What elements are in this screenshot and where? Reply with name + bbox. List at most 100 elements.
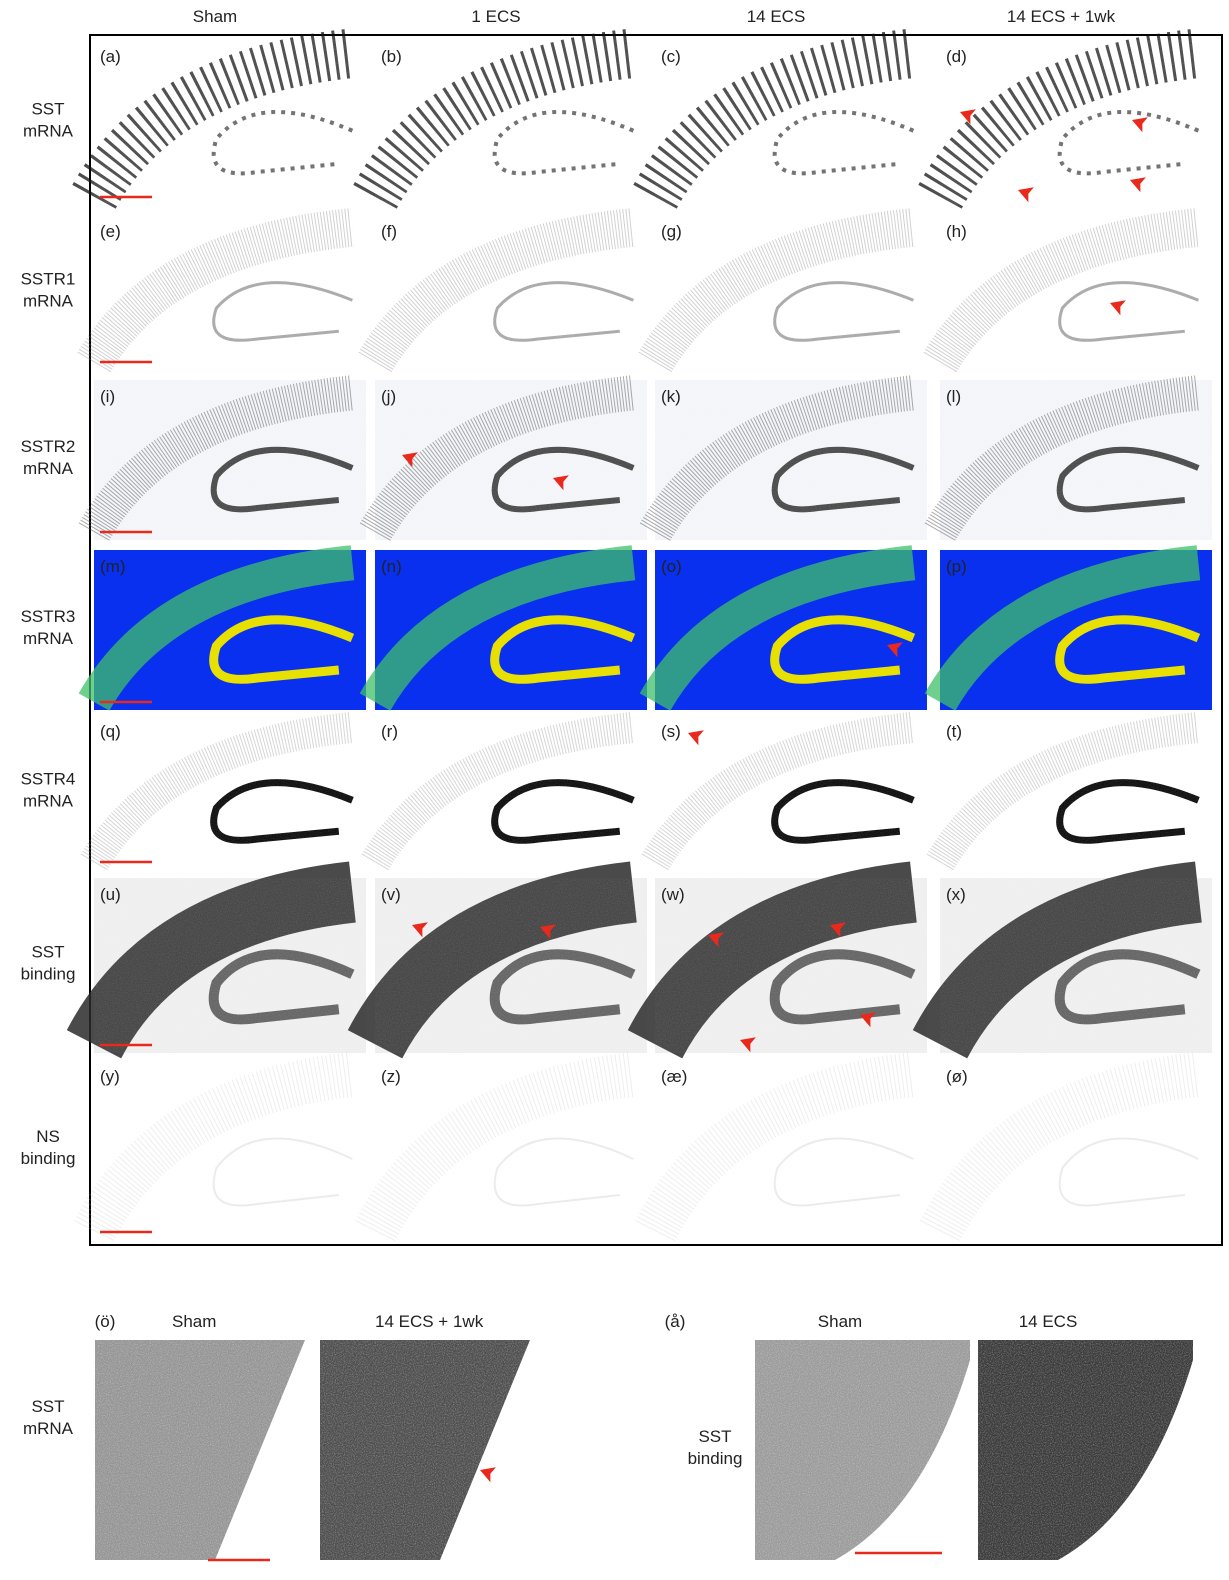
grain bbox=[940, 715, 1212, 870]
panel-letter: (k) bbox=[661, 387, 681, 406]
inset-row-label: mRNA bbox=[23, 1419, 74, 1438]
inset-micrograph bbox=[978, 1340, 1193, 1560]
micrograph: (g) bbox=[655, 215, 927, 370]
panel-letter: (q) bbox=[100, 722, 121, 741]
figure: Sham 1 ECS 14 ECS 14 ECS + 1wk SST mRNA (a) (b)… bbox=[0, 0, 1229, 1575]
grain bbox=[655, 1060, 927, 1240]
row-label: SST bbox=[31, 943, 64, 962]
micrograph: (x) bbox=[940, 878, 1212, 1053]
panel-letter: (l) bbox=[946, 387, 961, 406]
grain bbox=[940, 40, 1212, 205]
grain bbox=[655, 878, 927, 1053]
grain bbox=[94, 878, 366, 1053]
inset-column-header: Sham bbox=[818, 1312, 862, 1331]
inset-micrograph bbox=[95, 1340, 305, 1560]
panel-letter: (h) bbox=[946, 222, 967, 241]
grain bbox=[940, 380, 1212, 540]
panel-letter: (j) bbox=[381, 387, 396, 406]
grain bbox=[940, 215, 1212, 370]
panel-letter: (x) bbox=[946, 885, 966, 904]
panel-letter: (i) bbox=[100, 387, 115, 406]
panel-letter: (g) bbox=[661, 222, 682, 241]
micrograph: (e) bbox=[94, 215, 366, 370]
grain bbox=[375, 215, 647, 370]
row-label: binding bbox=[21, 965, 76, 984]
panel-letter: (u) bbox=[100, 885, 121, 904]
row-label: mRNA bbox=[23, 459, 74, 478]
panel-letter: (d) bbox=[946, 47, 967, 66]
micrograph: (b) bbox=[375, 40, 647, 205]
grain bbox=[94, 380, 366, 540]
micrograph: (u) bbox=[94, 878, 366, 1053]
micrograph: (p) bbox=[940, 550, 1212, 710]
row-label: binding bbox=[21, 1149, 76, 1168]
grain bbox=[94, 40, 366, 205]
grain bbox=[940, 878, 1212, 1053]
column-header: Sham bbox=[193, 7, 237, 26]
inset-letter: (å) bbox=[665, 1312, 686, 1331]
column-header: 1 ECS bbox=[471, 7, 520, 26]
panel-letter: (b) bbox=[381, 47, 402, 66]
inset-micrograph bbox=[755, 1340, 970, 1560]
row-label: SSTR3 bbox=[21, 607, 76, 626]
micrograph: (h) bbox=[940, 215, 1212, 370]
micrograph: (i) bbox=[94, 380, 366, 540]
panel-letter: (w) bbox=[661, 885, 685, 904]
panel-letter: (o) bbox=[661, 557, 682, 576]
inset-grain bbox=[755, 1340, 970, 1560]
micrograph: (f) bbox=[375, 215, 647, 370]
panel-letter: (s) bbox=[661, 722, 681, 741]
grain bbox=[940, 1060, 1212, 1240]
panel-letter: (ø) bbox=[946, 1067, 968, 1086]
panel-letter: (æ) bbox=[661, 1067, 687, 1086]
grain bbox=[94, 1060, 366, 1240]
panel-letter: (a) bbox=[100, 47, 121, 66]
grain bbox=[375, 380, 647, 540]
grain bbox=[655, 215, 927, 370]
row-label: SSTR4 bbox=[21, 770, 76, 789]
inset-grain bbox=[320, 1340, 530, 1560]
micrograph: (q) bbox=[94, 715, 366, 870]
micrograph: (j) bbox=[375, 380, 647, 540]
grain bbox=[655, 40, 927, 205]
panel-letter: (m) bbox=[100, 557, 125, 576]
micrograph: (r) bbox=[375, 715, 647, 870]
arrowhead bbox=[477, 1462, 496, 1482]
grain bbox=[375, 40, 647, 205]
panel-letter: (f) bbox=[381, 222, 397, 241]
micrograph: (a) bbox=[94, 40, 366, 205]
grain bbox=[375, 1060, 647, 1240]
row-label: mRNA bbox=[23, 122, 74, 141]
grain bbox=[375, 715, 647, 870]
inset-grain bbox=[95, 1340, 305, 1560]
column-header: 14 ECS + 1wk bbox=[1007, 7, 1116, 26]
micrograph: (m) bbox=[94, 550, 366, 710]
micrograph: (c) bbox=[655, 40, 927, 205]
micrograph: (y) bbox=[94, 1060, 366, 1240]
grain bbox=[375, 878, 647, 1053]
row-label: mRNA bbox=[23, 629, 74, 648]
row-label: mRNA bbox=[23, 792, 74, 811]
grain bbox=[94, 215, 366, 370]
micrograph: (n) bbox=[375, 550, 647, 710]
micrograph: (o) bbox=[655, 550, 927, 710]
micrograph: (w) bbox=[655, 878, 927, 1053]
micrograph: (æ) bbox=[655, 1060, 927, 1240]
panel-letter: (t) bbox=[946, 722, 962, 741]
panel-letter: (v) bbox=[381, 885, 401, 904]
panel-letter: (c) bbox=[661, 47, 681, 66]
row-label: SST bbox=[31, 100, 64, 119]
column-header: 14 ECS bbox=[747, 7, 806, 26]
inset-micrograph bbox=[320, 1340, 530, 1560]
inset-letter: (ö) bbox=[95, 1312, 116, 1331]
inset-grain bbox=[978, 1340, 1193, 1560]
panel-letter: (y) bbox=[100, 1067, 120, 1086]
inset-row-label: SST bbox=[698, 1427, 731, 1446]
micrograph: (d) bbox=[940, 40, 1212, 205]
panel-letter: (n) bbox=[381, 557, 402, 576]
micrograph: (ø) bbox=[940, 1060, 1212, 1240]
grain bbox=[655, 380, 927, 540]
panel-letter: (r) bbox=[381, 722, 398, 741]
row-label: SSTR1 bbox=[21, 270, 76, 289]
inset-row-label: SST bbox=[31, 1397, 64, 1416]
